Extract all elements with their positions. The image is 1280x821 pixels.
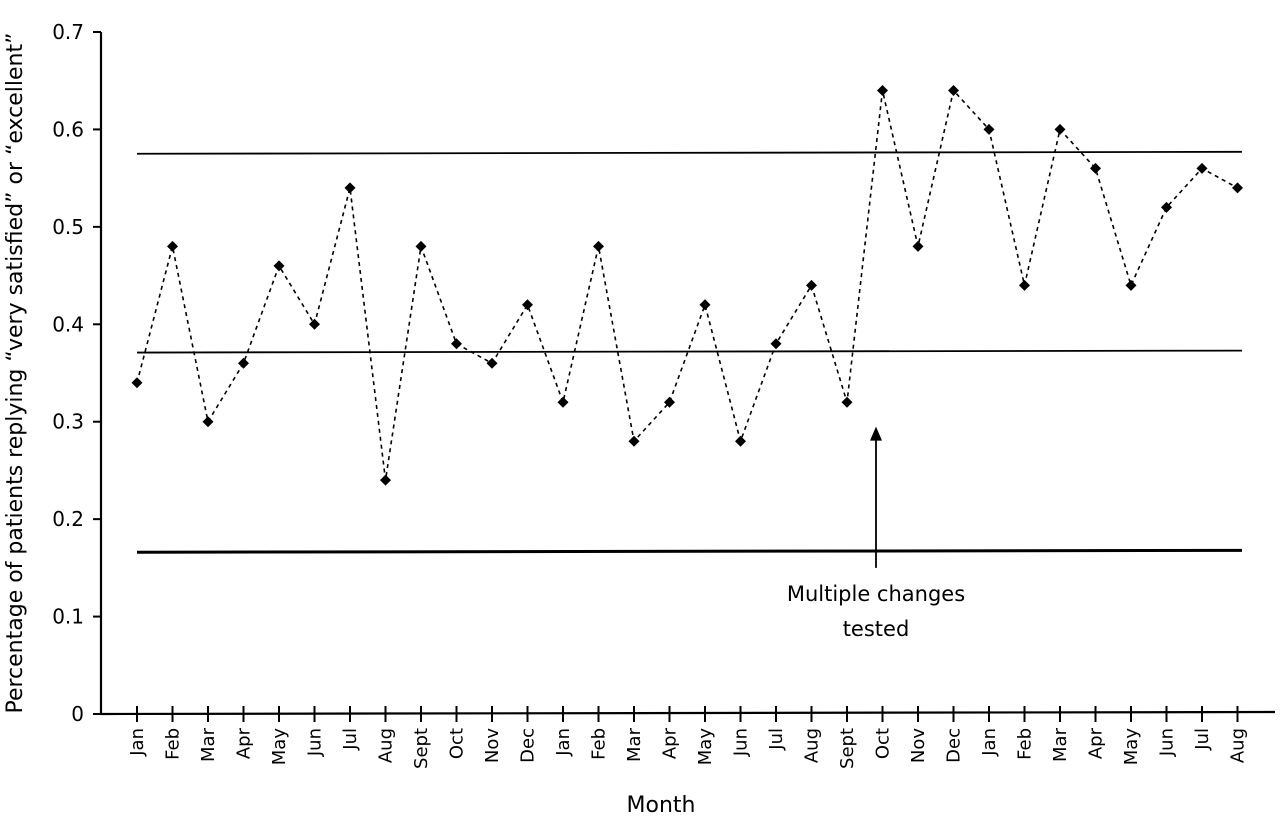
reference-lines [136, 150, 1243, 554]
data-point [415, 240, 427, 252]
series-group [131, 84, 1243, 486]
x-tick-label: Jun [731, 728, 752, 757]
x-axis-ticks: Jan Feb Mar Apr May Jun Jul Aug Sept Oct Nov Dec Jan… [127, 706, 1249, 769]
data-point [1161, 201, 1172, 213]
x-tick-label: Mar [624, 727, 645, 762]
data-point [735, 435, 746, 447]
x-tick-label: Dec [944, 728, 965, 763]
y-tick-label: 0.7 [52, 20, 84, 44]
y-tick-label: 0.6 [52, 117, 84, 141]
data-point [948, 84, 959, 96]
data-point [593, 240, 604, 252]
data-point [1054, 123, 1066, 135]
x-tick-label: May [269, 728, 290, 766]
x-tick-label: Sept [411, 728, 432, 769]
x-tick-label: Oct [873, 728, 894, 759]
y-tick-label: 0.2 [52, 507, 84, 531]
x-tick-label: Nov [482, 728, 503, 763]
x-tick-label: Feb [1015, 728, 1036, 760]
x-tick-label: Jun [305, 728, 326, 757]
data-point [770, 338, 782, 350]
data-point [664, 396, 675, 408]
x-axis-line [100, 710, 1276, 716]
data-point [1019, 279, 1030, 291]
x-tick-label: Apr [234, 727, 255, 759]
axes [99, 32, 1276, 716]
data-point [699, 299, 711, 311]
x-tick-label: Aug [376, 728, 397, 763]
data-point [841, 396, 853, 408]
x-tick-label: Jul [340, 728, 361, 751]
x-tick-label: Sept [837, 728, 858, 769]
x-tick-label: Jan [127, 728, 148, 757]
annotation-group: Multiple changes tested [787, 426, 965, 641]
data-point [238, 357, 249, 369]
y-tick-label: 0.4 [52, 312, 84, 336]
data-point [380, 474, 391, 486]
data-point [273, 260, 285, 272]
x-tick-label: Mar [198, 727, 219, 762]
data-point [983, 123, 995, 135]
y-tick-label: 0.3 [52, 410, 84, 434]
data-point [557, 396, 569, 408]
reference-line-upper [136, 150, 1243, 155]
data-point [131, 377, 143, 389]
reference-line-lower [136, 548, 1243, 554]
x-tick-label: Oct [447, 728, 468, 759]
x-tick-label: May [695, 728, 716, 766]
x-tick-label: Jul [1192, 728, 1213, 751]
x-tick-label: May [1121, 728, 1142, 766]
data-point [806, 279, 817, 291]
data-point [1232, 182, 1243, 194]
x-tick-label: Aug [802, 728, 823, 763]
data-point [309, 318, 320, 330]
data-point [167, 240, 178, 252]
x-tick-label: Apr [660, 727, 681, 759]
x-tick-label: Dec [518, 728, 539, 763]
reference-line-center [136, 349, 1243, 354]
data-point [486, 357, 498, 369]
data-point [1196, 162, 1208, 174]
data-point [344, 182, 356, 194]
x-tick-label: Jul [766, 728, 787, 751]
x-tick-label: Apr [1086, 727, 1107, 759]
y-axis-title: Percentage of patients replying “very sa… [3, 32, 28, 713]
data-point [912, 240, 924, 252]
x-axis-title: Month [627, 793, 696, 818]
x-tick-label: Feb [589, 728, 610, 760]
y-tick-label: 0.1 [52, 605, 84, 629]
x-tick-label: Feb [163, 728, 184, 760]
data-point [202, 416, 214, 428]
y-tick-label: 0 [71, 702, 84, 726]
data-point [1125, 279, 1137, 291]
x-tick-label: Jan [979, 728, 1000, 757]
annotation-text-line-1: Multiple changes [787, 582, 965, 606]
data-point [451, 338, 462, 350]
data-point [522, 299, 533, 311]
x-tick-label: Jan [553, 728, 574, 757]
y-tick-label: 0.5 [52, 215, 84, 239]
data-point [628, 435, 640, 447]
data-point [1090, 162, 1101, 174]
x-tick-label: Aug [1228, 728, 1249, 763]
x-tick-label: Mar [1050, 727, 1071, 762]
data-point [877, 84, 888, 96]
y-axis-ticks: 0 0.1 0.2 0.3 0.4 0.5 0.6 0.7 [52, 20, 101, 726]
x-tick-label: Nov [908, 728, 929, 763]
annotation-text-line-2: tested [843, 617, 910, 641]
x-tick-label: Jun [1157, 728, 1178, 757]
series-line [136, 88, 1238, 481]
annotation-arrow-head [870, 426, 882, 441]
